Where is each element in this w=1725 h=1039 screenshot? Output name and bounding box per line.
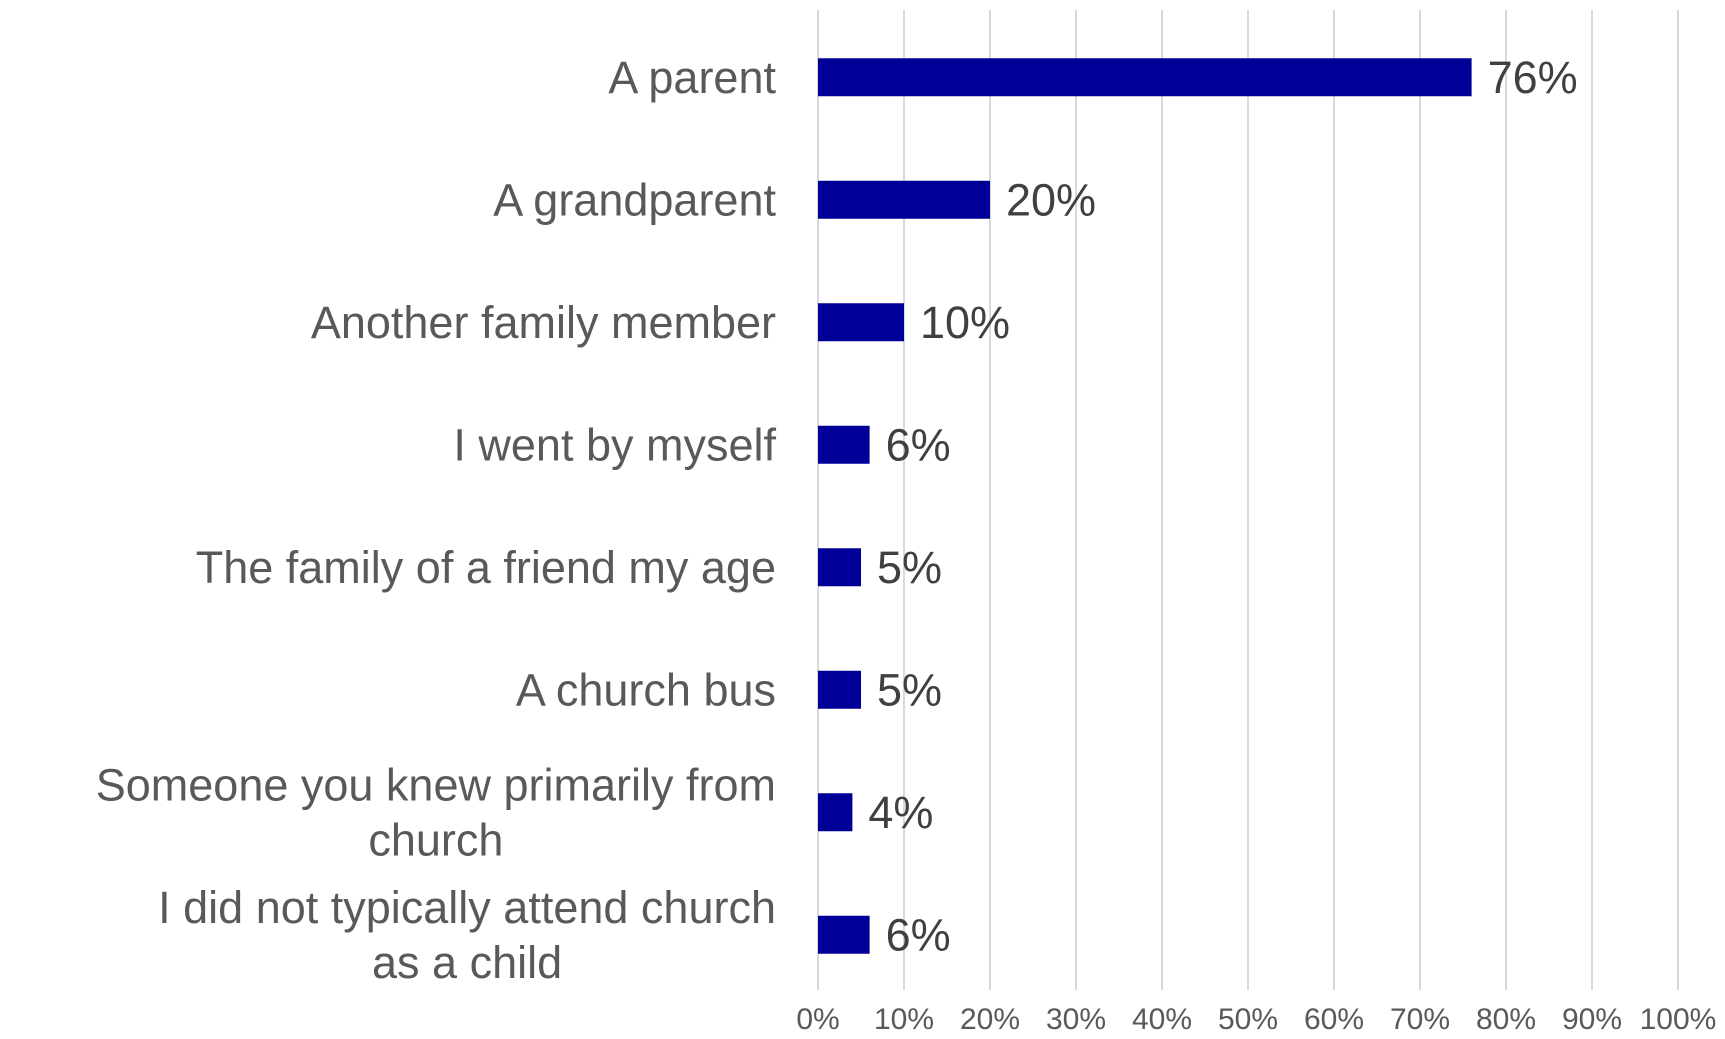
x-tick-label: 0% xyxy=(796,1003,839,1036)
x-tick-label: 90% xyxy=(1562,1003,1622,1036)
x-tick-label: 80% xyxy=(1476,1003,1536,1036)
x-tick-label: 100% xyxy=(1640,1003,1717,1036)
bar xyxy=(818,58,1472,97)
category-label: The family of a friend my age xyxy=(196,542,776,593)
x-tick-label: 70% xyxy=(1390,1003,1450,1036)
data-label: 4% xyxy=(868,787,933,838)
bar xyxy=(818,670,861,709)
gridlines xyxy=(817,10,1679,990)
category-label: Another family member xyxy=(311,297,776,348)
category-label: I did not typically attend church as a ch… xyxy=(158,882,776,988)
data-label: 5% xyxy=(877,664,942,715)
bar xyxy=(818,793,853,832)
category-label: I went by myself xyxy=(453,419,776,470)
bar xyxy=(818,425,870,464)
x-tick-label: 10% xyxy=(874,1003,934,1036)
category-label: A grandparent xyxy=(493,174,776,225)
x-tick-label: 60% xyxy=(1304,1003,1364,1036)
bar xyxy=(818,915,870,954)
bar xyxy=(818,180,990,219)
category-label: Someone you knew primarily from church xyxy=(96,759,776,865)
category-labels: A parent A grandparent Another family memb… xyxy=(96,52,777,988)
bar xyxy=(818,303,904,342)
data-label: 76% xyxy=(1488,52,1578,103)
x-axis-tick-labels: 0% 10% 20% 30% 40% 50% 60% 70% 80% 90% 100% xyxy=(796,1003,1716,1036)
data-label: 6% xyxy=(886,419,951,470)
category-label: A parent xyxy=(608,52,776,103)
data-labels: 76% 20% 10% 6% 5% 5% 4% 6% xyxy=(868,52,1577,961)
data-label: 20% xyxy=(1006,174,1096,225)
x-tick-label: 50% xyxy=(1218,1003,1278,1036)
bars xyxy=(818,58,1472,954)
category-label: A church bus xyxy=(516,664,776,715)
x-tick-label: 30% xyxy=(1046,1003,1106,1036)
bar xyxy=(818,548,861,587)
data-label: 6% xyxy=(886,909,951,960)
data-label: 5% xyxy=(877,542,942,593)
x-tick-label: 40% xyxy=(1132,1003,1192,1036)
x-tick-label: 20% xyxy=(960,1003,1020,1036)
data-label: 10% xyxy=(920,297,1010,348)
